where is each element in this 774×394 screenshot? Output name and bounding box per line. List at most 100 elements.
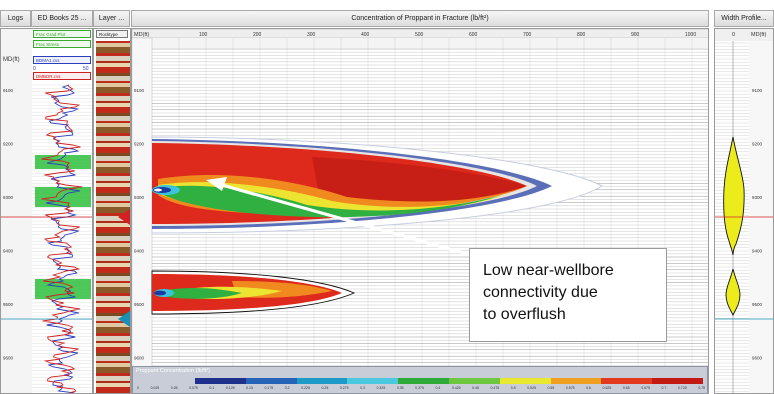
upper-fracture-white-core [154,188,162,192]
legend-tick: 0.4 [435,386,441,390]
rocktype-column-svg [96,41,130,393]
rocktype-layer [96,63,130,67]
curve-tab-1-label: Frac Grad Plot [36,32,66,37]
legend-tick: 0.675 [641,386,650,390]
rocktype-layer [96,116,130,121]
legend-swatch [398,378,449,384]
rocktype-layer [96,236,130,241]
legend-tick: 0.475 [490,386,500,390]
rocktype-tab[interactable]: Rocktype [96,30,128,38]
legend-tick: 0.5 [510,386,516,390]
log-curves-svg: 9100 9200 9300 9400 9500 9600 [1,29,92,393]
curve-tab-3[interactable]: BDMA1.cvs [33,56,91,64]
rocktype-layer [96,133,130,136]
rocktype-layer [96,201,130,203]
rocktype-layer [96,327,130,333]
legend-tick: 0.2 [284,386,290,390]
legend-tick-labels: 0 0.025 0.05 0.075 0.1 0.125 0.15 0.175 0.2 0.225… [137,386,705,390]
rocktype-layer [96,113,130,116]
concentration-legend: Proppant Concentration (lb/ft²) 0 0.025 0.… [132,366,708,394]
log-depth-label: 9300 [3,195,14,200]
rocktype-layer [96,163,130,167]
rocktype-layer [96,101,130,103]
legend-color-scale [195,378,703,384]
legend-tick: 0.6 [586,386,592,390]
header-concentration[interactable]: Concentration of Proppant in Fracture (l… [131,10,709,27]
legend-tick: 0.35 [396,386,404,390]
legend-tick: 0 [137,386,139,390]
curve-tab-2[interactable]: Frac Stress [33,40,91,48]
rocktype-layer [96,127,130,133]
lower-fracture-blue-core [154,290,166,296]
rocktype-layer [96,376,130,381]
legend-swatch [296,378,348,384]
rocktype-layer [96,176,130,181]
rocktype-layer [96,381,130,383]
rocktype-layer [96,56,130,61]
width-depth-label: 9500 [752,302,763,307]
rocktype-layer [96,383,130,387]
rocktype-layer [96,67,130,73]
legend-tick: 0.525 [527,386,536,390]
header-books[interactable]: ED Books 25 ... [31,10,93,27]
main-md-label: MD(ft) [134,32,149,38]
callout-arrow [206,177,472,257]
lower-fracture [151,270,356,315]
rocktype-layer [96,363,130,367]
lower-zone-marker [118,311,130,327]
rocktype-tab-label: Rocktype [99,32,118,37]
rocktype-layer [96,121,130,123]
width-md-label: MD(ft) [751,32,767,38]
rocktype-layer [96,203,130,207]
header-logs-label: Logs [7,15,24,22]
log-md-label: MD(ft) [3,57,20,63]
rocktype-layer [96,107,130,113]
rocktype-layer [96,83,130,87]
legend-tick: 0.1 [209,386,215,390]
rocktype-layer [96,81,130,83]
upper-fracture-green [158,185,502,218]
rocktype-layer [96,123,130,127]
callout-arrow-head [206,177,227,191]
width-profile-svg: 9100 9200 9300 9400 9500 9600 [715,29,773,393]
rocktype-layer [96,273,130,276]
x-tick-label: 100 [199,32,208,38]
rocktype-layer [96,141,130,143]
rocktype-layer [96,263,130,267]
log-md-gutter [1,29,32,393]
header-layer[interactable]: Layer ... [93,10,130,27]
legend-tick: 0.15 [246,386,253,390]
curve-tab-1[interactable]: Frac Grad Plot [33,30,91,38]
width-depth-label: 9400 [752,249,763,254]
rocktype-layer [96,356,130,361]
legend-tick: 0.425 [451,386,461,390]
rocktype-layer [96,136,130,141]
legend-tick: 0.025 [150,386,160,390]
header-width-profile[interactable]: Width Profile... [714,10,774,27]
rocktype-layer [96,87,130,93]
legend-tick: 0.7 [661,386,667,390]
width-depth-label: 9600 [752,356,763,361]
log-depth-label: 9600 [3,356,14,361]
rocktype-layer [96,253,130,256]
x-tick-label: 200 [253,32,262,38]
legend-tick: 0.65 [622,386,630,390]
depth-label: 9400 [134,249,145,254]
rocktype-layer [96,43,130,47]
legend-swatch [347,378,399,384]
rocktype-layer [96,73,130,76]
legend-swatch [652,378,703,384]
legend-tick: 0.25 [321,386,329,390]
width-profile-panel: 9100 9200 9300 9400 9500 9600 0 MD(ft) [714,28,774,394]
rocktype-layer [96,307,130,313]
curve-tab-4[interactable]: DMBDR.cvs [33,72,91,80]
rocktype-layer [96,347,130,353]
rocktype-layer [96,96,130,101]
header-logs[interactable]: Logs [0,10,31,27]
x-tick-label: 1000 [685,32,696,38]
legend-tick: 0.55 [547,386,555,390]
x-tick-label: 500 [415,32,424,38]
rocktype-layer [96,323,130,327]
legend-tick: 0.75 [698,386,705,390]
width-depth-label: 9200 [752,142,763,147]
